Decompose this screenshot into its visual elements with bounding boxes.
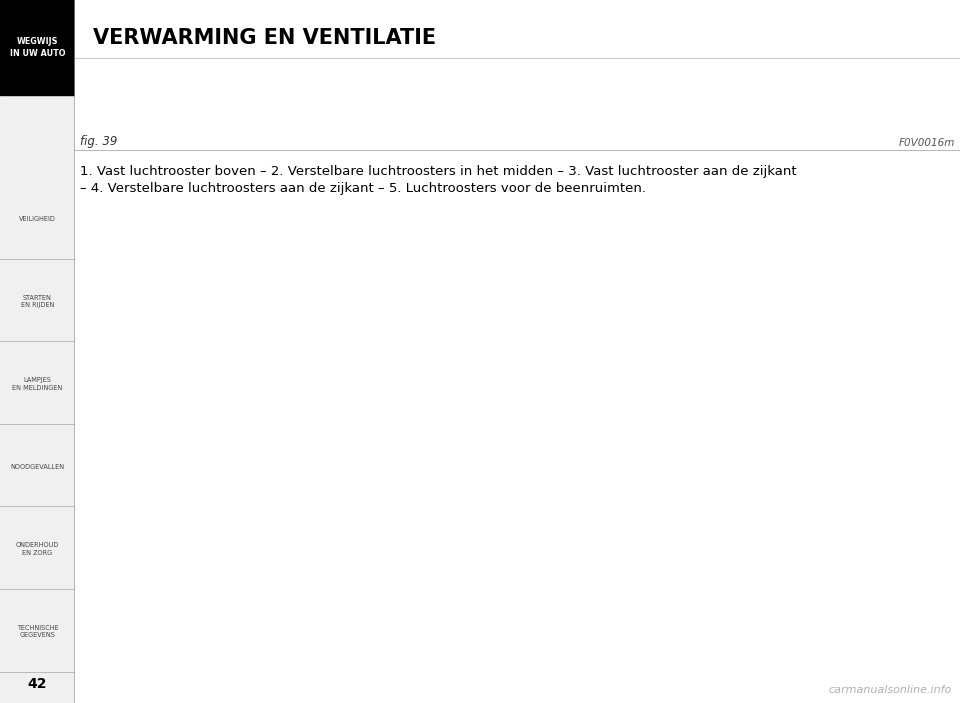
Bar xyxy=(0,262,75,341)
Bar xyxy=(0,179,75,259)
Bar xyxy=(0,0,75,95)
Text: ONDERHOUD
EN ZORG: ONDERHOUD EN ZORG xyxy=(15,543,60,556)
Bar xyxy=(0,674,75,703)
Text: VEILIGHEID: VEILIGHEID xyxy=(19,216,56,222)
Text: TECHNISCHE
GEGEVENS: TECHNISCHE GEGEVENS xyxy=(16,625,59,638)
Text: LAMPJES
EN MELDINGEN: LAMPJES EN MELDINGEN xyxy=(12,378,62,391)
Bar xyxy=(0,344,75,424)
Text: – 4. Verstelbare luchtroosters aan de zijkant – 5. Luchtroosters voor de beenrui: – 4. Verstelbare luchtroosters aan de zi… xyxy=(80,182,646,195)
Text: fig. 39: fig. 39 xyxy=(80,135,117,148)
Text: NOODGEVALLEN: NOODGEVALLEN xyxy=(11,463,64,470)
Bar xyxy=(0,510,75,589)
Text: 42: 42 xyxy=(28,677,47,691)
Bar xyxy=(0,427,75,506)
Text: F0V0016m: F0V0016m xyxy=(899,138,955,148)
Text: STARTEN
EN RIJDEN: STARTEN EN RIJDEN xyxy=(21,295,54,308)
Text: 1. Vast luchtrooster boven – 2. Verstelbare luchtroosters in het midden – 3. Vas: 1. Vast luchtrooster boven – 2. Verstelb… xyxy=(80,165,797,178)
Text: VERWARMING EN VENTILATIE: VERWARMING EN VENTILATIE xyxy=(93,28,436,48)
Text: WEGWIJS
IN UW AUTO: WEGWIJS IN UW AUTO xyxy=(10,37,65,58)
Text: carmanualsonline.info: carmanualsonline.info xyxy=(828,685,952,695)
Bar xyxy=(75,148,960,595)
Bar xyxy=(0,592,75,671)
